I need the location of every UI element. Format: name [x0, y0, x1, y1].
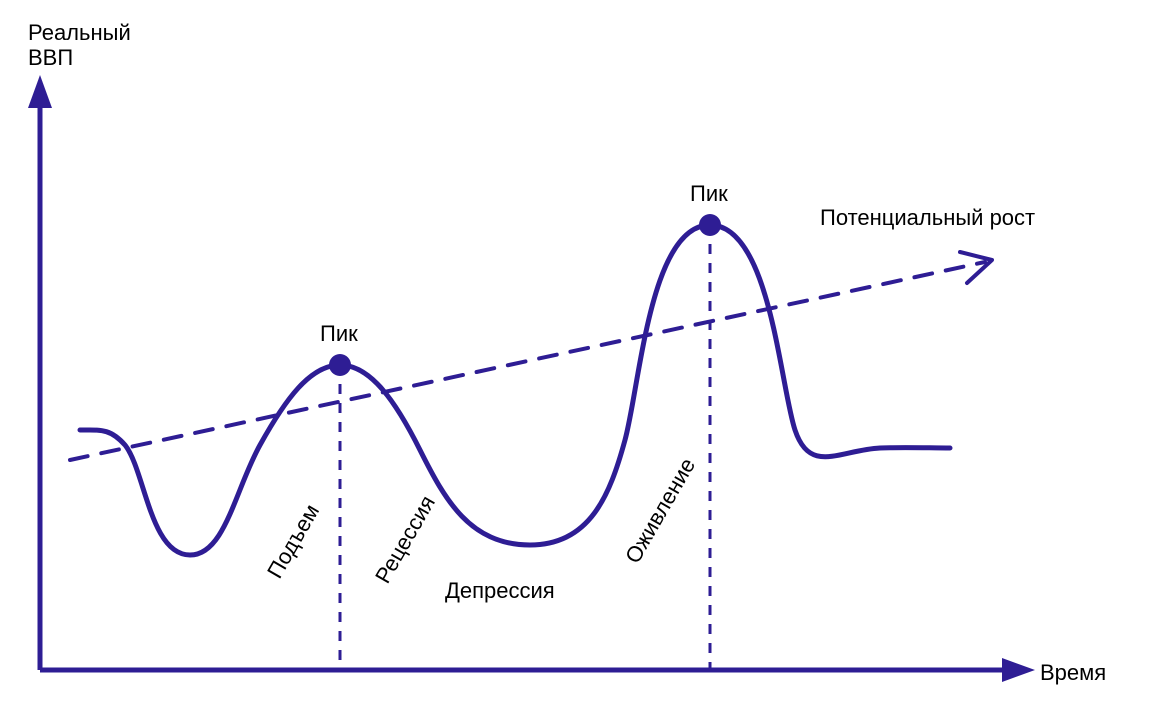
peak-marker-1	[329, 354, 351, 376]
peak-markers	[329, 214, 721, 376]
cycle-curve	[80, 225, 950, 555]
trend-line	[70, 262, 985, 460]
x-axis-arrowhead-icon	[1002, 658, 1035, 682]
diagram-svg	[0, 0, 1149, 720]
peak-label-1: Пик	[320, 321, 358, 347]
peak-marker-2	[699, 214, 721, 236]
trend-group	[70, 252, 992, 460]
y-axis-arrowhead-icon	[28, 75, 52, 108]
trend-label: Потенциальный рост	[820, 205, 1035, 230]
peak-label-2: Пик	[690, 181, 728, 207]
phase-label-depression: Депрессия	[445, 578, 555, 604]
business-cycle-diagram: Реальный ВВП Время Потенциальный рост Пи…	[0, 0, 1149, 720]
y-axis-label: Реальный ВВП	[28, 20, 131, 71]
x-axis-label: Время	[1040, 660, 1106, 685]
